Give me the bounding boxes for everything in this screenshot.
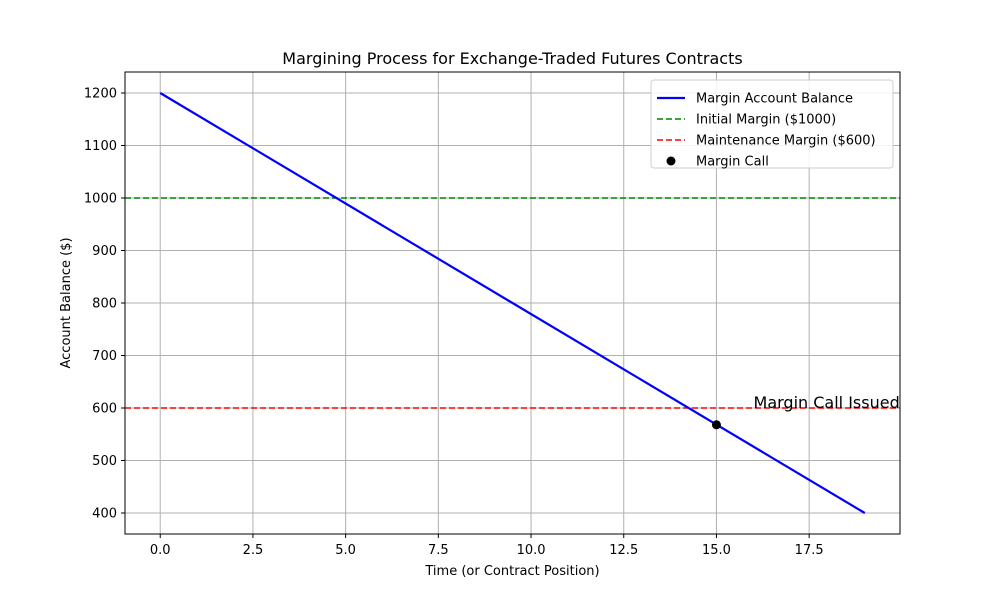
series: [159, 92, 866, 514]
y-tick-label: 1100: [84, 139, 117, 154]
x-tick-label: 5.0: [335, 543, 356, 558]
y-tick-label: 700: [92, 349, 117, 364]
y-tick-label: 900: [92, 244, 117, 259]
x-tick-label: 0.0: [150, 543, 171, 558]
reference-lines: [125, 197, 900, 409]
legend: Margin Account Balance Initial Margin ($1…: [650, 79, 894, 170]
y-tick-label: 1000: [84, 192, 117, 207]
balance-line: [159, 92, 866, 514]
x-axis-label: Time (or Contract Position): [424, 564, 599, 579]
x-tick-label: 2.5: [243, 543, 264, 558]
x-tick-label: 15.0: [702, 543, 731, 558]
y-tick-label: 400: [92, 507, 117, 522]
legend-label: Maintenance Margin ($600): [696, 134, 876, 149]
y-tick-label: 800: [92, 297, 117, 312]
legend-label: Margin Call: [696, 155, 769, 170]
x-tick-label: 10.0: [517, 543, 546, 558]
annotations: Margin Call Issued: [754, 393, 900, 412]
legend-label: Initial Margin ($1000): [696, 113, 836, 128]
chart-title: Margining Process for Exchange-Traded Fu…: [282, 49, 742, 68]
legend-label: Margin Account Balance: [696, 92, 853, 107]
y-axis-label: Account Balance ($): [59, 237, 74, 368]
x-tick-label: 17.5: [795, 543, 824, 558]
y-axis: 400 500 600 700 800 900 1000 1100 1200: [84, 87, 125, 522]
y-tick-label: 600: [92, 402, 117, 417]
x-axis: 0.0 2.5 5.0 7.5 10.0 12.5 15.0 17.5: [150, 534, 824, 558]
x-tick-label: 7.5: [428, 543, 449, 558]
y-tick-label: 500: [92, 454, 117, 469]
annotation-text: Margin Call Issued: [754, 393, 900, 412]
legend-box: [650, 79, 894, 169]
x-tick-label: 12.5: [609, 543, 638, 558]
legend-marker: [666, 156, 676, 166]
y-tick-label: 1200: [84, 87, 117, 102]
margin-call-point: [711, 420, 721, 430]
